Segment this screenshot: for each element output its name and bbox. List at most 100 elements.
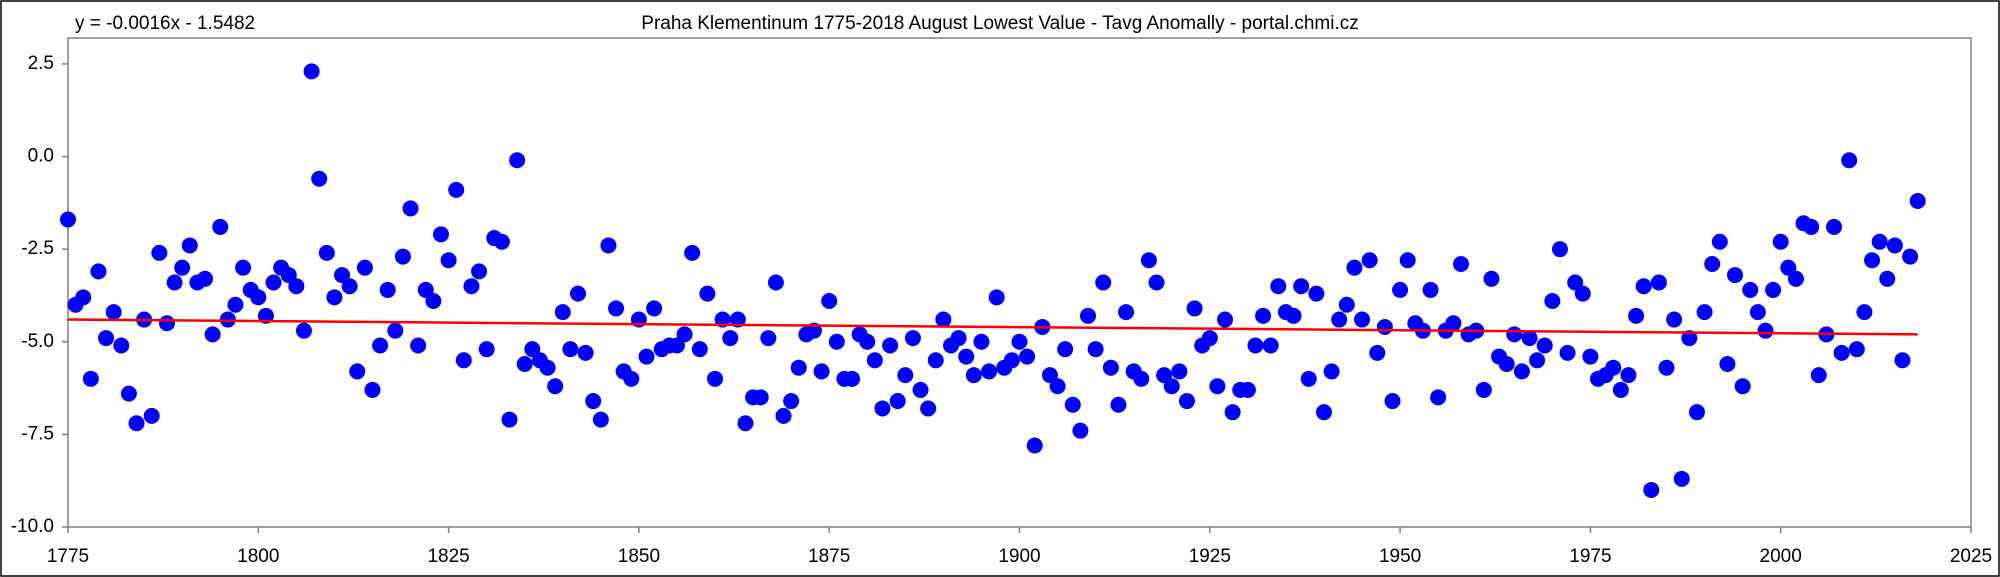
data-point: [448, 181, 465, 198]
data-point: [440, 252, 457, 269]
data-point: [402, 200, 419, 217]
data-point: [1087, 341, 1104, 358]
data-point: [1255, 307, 1272, 324]
data-point: [570, 285, 587, 302]
x-tick-label: 1850: [618, 546, 660, 567]
data-point: [235, 259, 252, 276]
data-point: [1841, 152, 1858, 169]
data-point: [950, 330, 967, 347]
data-point: [1064, 396, 1081, 413]
data-point: [1765, 281, 1782, 298]
x-tick-label: 1825: [427, 546, 469, 567]
chart-title: Praha Klementinum 1775-2018 August Lowes…: [641, 13, 1358, 34]
data-point: [1711, 233, 1728, 250]
data-point: [1072, 422, 1089, 439]
data-point: [775, 407, 792, 424]
data-point: [1376, 318, 1393, 335]
data-point: [1871, 233, 1888, 250]
data-point: [1544, 293, 1561, 310]
y-tick-label: 0.0: [28, 146, 54, 167]
data-point: [410, 337, 427, 354]
data-point: [120, 385, 137, 402]
data-point: [1772, 233, 1789, 250]
data-point: [600, 237, 617, 254]
data-point: [1201, 330, 1218, 347]
data-point: [1673, 470, 1690, 487]
data-point: [1894, 352, 1911, 369]
data-point: [1879, 270, 1896, 287]
y-tick-label: -5.0: [21, 331, 54, 352]
data-point: [1300, 370, 1317, 387]
data-point: [212, 218, 229, 235]
x-tick-label: 1875: [808, 546, 850, 567]
data-point: [1513, 363, 1530, 380]
x-tick-label: 1950: [1379, 546, 1421, 567]
data-point: [1886, 237, 1903, 254]
data-point: [1102, 359, 1119, 376]
x-tick-label: 2025: [1950, 546, 1992, 567]
data-point: [1384, 393, 1401, 410]
data-point: [1019, 348, 1036, 365]
data-point: [1399, 252, 1416, 269]
data-point: [181, 237, 198, 254]
y-tick-label: -7.5: [21, 423, 54, 444]
data-point: [105, 304, 122, 321]
data-point: [1658, 359, 1675, 376]
data-point: [1727, 267, 1744, 284]
data-point: [973, 333, 990, 350]
data-point: [1787, 270, 1804, 287]
data-point: [1247, 337, 1264, 354]
data-point: [1650, 274, 1667, 291]
data-point: [1909, 193, 1926, 209]
data-point: [288, 278, 305, 295]
data-point: [935, 311, 952, 328]
data-point: [638, 348, 655, 365]
data-point: [585, 393, 602, 410]
data-point: [1559, 344, 1576, 361]
trend-line: [67, 318, 1918, 336]
data-point: [1643, 481, 1660, 498]
data-point: [166, 274, 183, 291]
data-point: [1209, 378, 1226, 395]
y-tick-label: -2.5: [21, 238, 54, 259]
data-point: [691, 341, 708, 358]
data-point: [318, 244, 335, 261]
data-point: [501, 411, 518, 428]
data-point: [1217, 311, 1234, 328]
data-point: [1392, 281, 1409, 298]
data-point: [1856, 304, 1873, 321]
x-tick-label: 1900: [998, 546, 1040, 567]
data-point: [387, 322, 404, 339]
data-point: [562, 341, 579, 358]
data-point: [509, 152, 526, 169]
data-point: [1483, 270, 1500, 287]
data-point: [1011, 333, 1028, 350]
data-point: [1422, 281, 1439, 298]
data-point: [1620, 367, 1637, 384]
data-point: [1133, 370, 1150, 387]
data-point: [349, 363, 366, 380]
data-point: [1498, 356, 1515, 372]
data-point: [1810, 367, 1827, 384]
data-point: [1536, 337, 1553, 354]
data-point: [874, 400, 891, 417]
data-point: [204, 326, 221, 343]
data-point: [912, 381, 929, 398]
data-point: [1346, 259, 1363, 276]
data-point: [151, 244, 168, 261]
data-point: [128, 415, 145, 432]
data-point: [684, 244, 701, 261]
data-point: [356, 259, 373, 276]
data-point: [783, 393, 800, 410]
data-point: [1331, 311, 1348, 328]
data-point: [1506, 326, 1523, 343]
data-point: [988, 289, 1005, 306]
data-point: [1026, 437, 1043, 454]
data-point: [250, 289, 267, 306]
y-tick-label: 2.5: [28, 53, 54, 74]
data-point: [1749, 304, 1766, 321]
data-point: [432, 226, 449, 243]
data-point: [623, 370, 640, 387]
data-point: [1742, 281, 1759, 298]
